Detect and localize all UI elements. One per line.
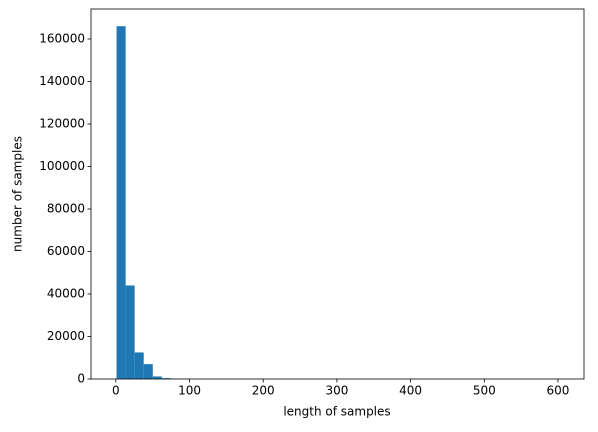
bar xyxy=(116,26,126,380)
y-tick-label: 160000 xyxy=(39,31,85,45)
y-tick-label: 80000 xyxy=(47,201,85,215)
x-tick-label: 600 xyxy=(547,384,570,398)
x-tick-label: 100 xyxy=(178,384,201,398)
x-tick-label: 0 xyxy=(112,384,120,398)
y-tick-label: 20000 xyxy=(47,329,85,343)
y-tick-label: 0 xyxy=(77,372,85,386)
bar xyxy=(143,364,153,379)
bar xyxy=(152,376,162,379)
y-tick-label: 60000 xyxy=(47,244,85,258)
x-tick-label: 500 xyxy=(473,384,496,398)
x-tick-label: 200 xyxy=(252,384,275,398)
y-tick-label: 40000 xyxy=(47,286,85,300)
x-tick-label: 300 xyxy=(325,384,348,398)
y-axis-label: number of samples xyxy=(11,136,25,252)
y-tick-label: 140000 xyxy=(39,74,85,88)
x-tick-label: 400 xyxy=(399,384,422,398)
bar xyxy=(125,285,135,379)
bar xyxy=(134,352,144,379)
y-tick-label: 100000 xyxy=(39,159,85,173)
plot-frame xyxy=(90,8,585,380)
bar xyxy=(161,378,171,379)
y-tick-label: 120000 xyxy=(39,116,85,130)
x-axis-label: length of samples xyxy=(283,405,390,419)
